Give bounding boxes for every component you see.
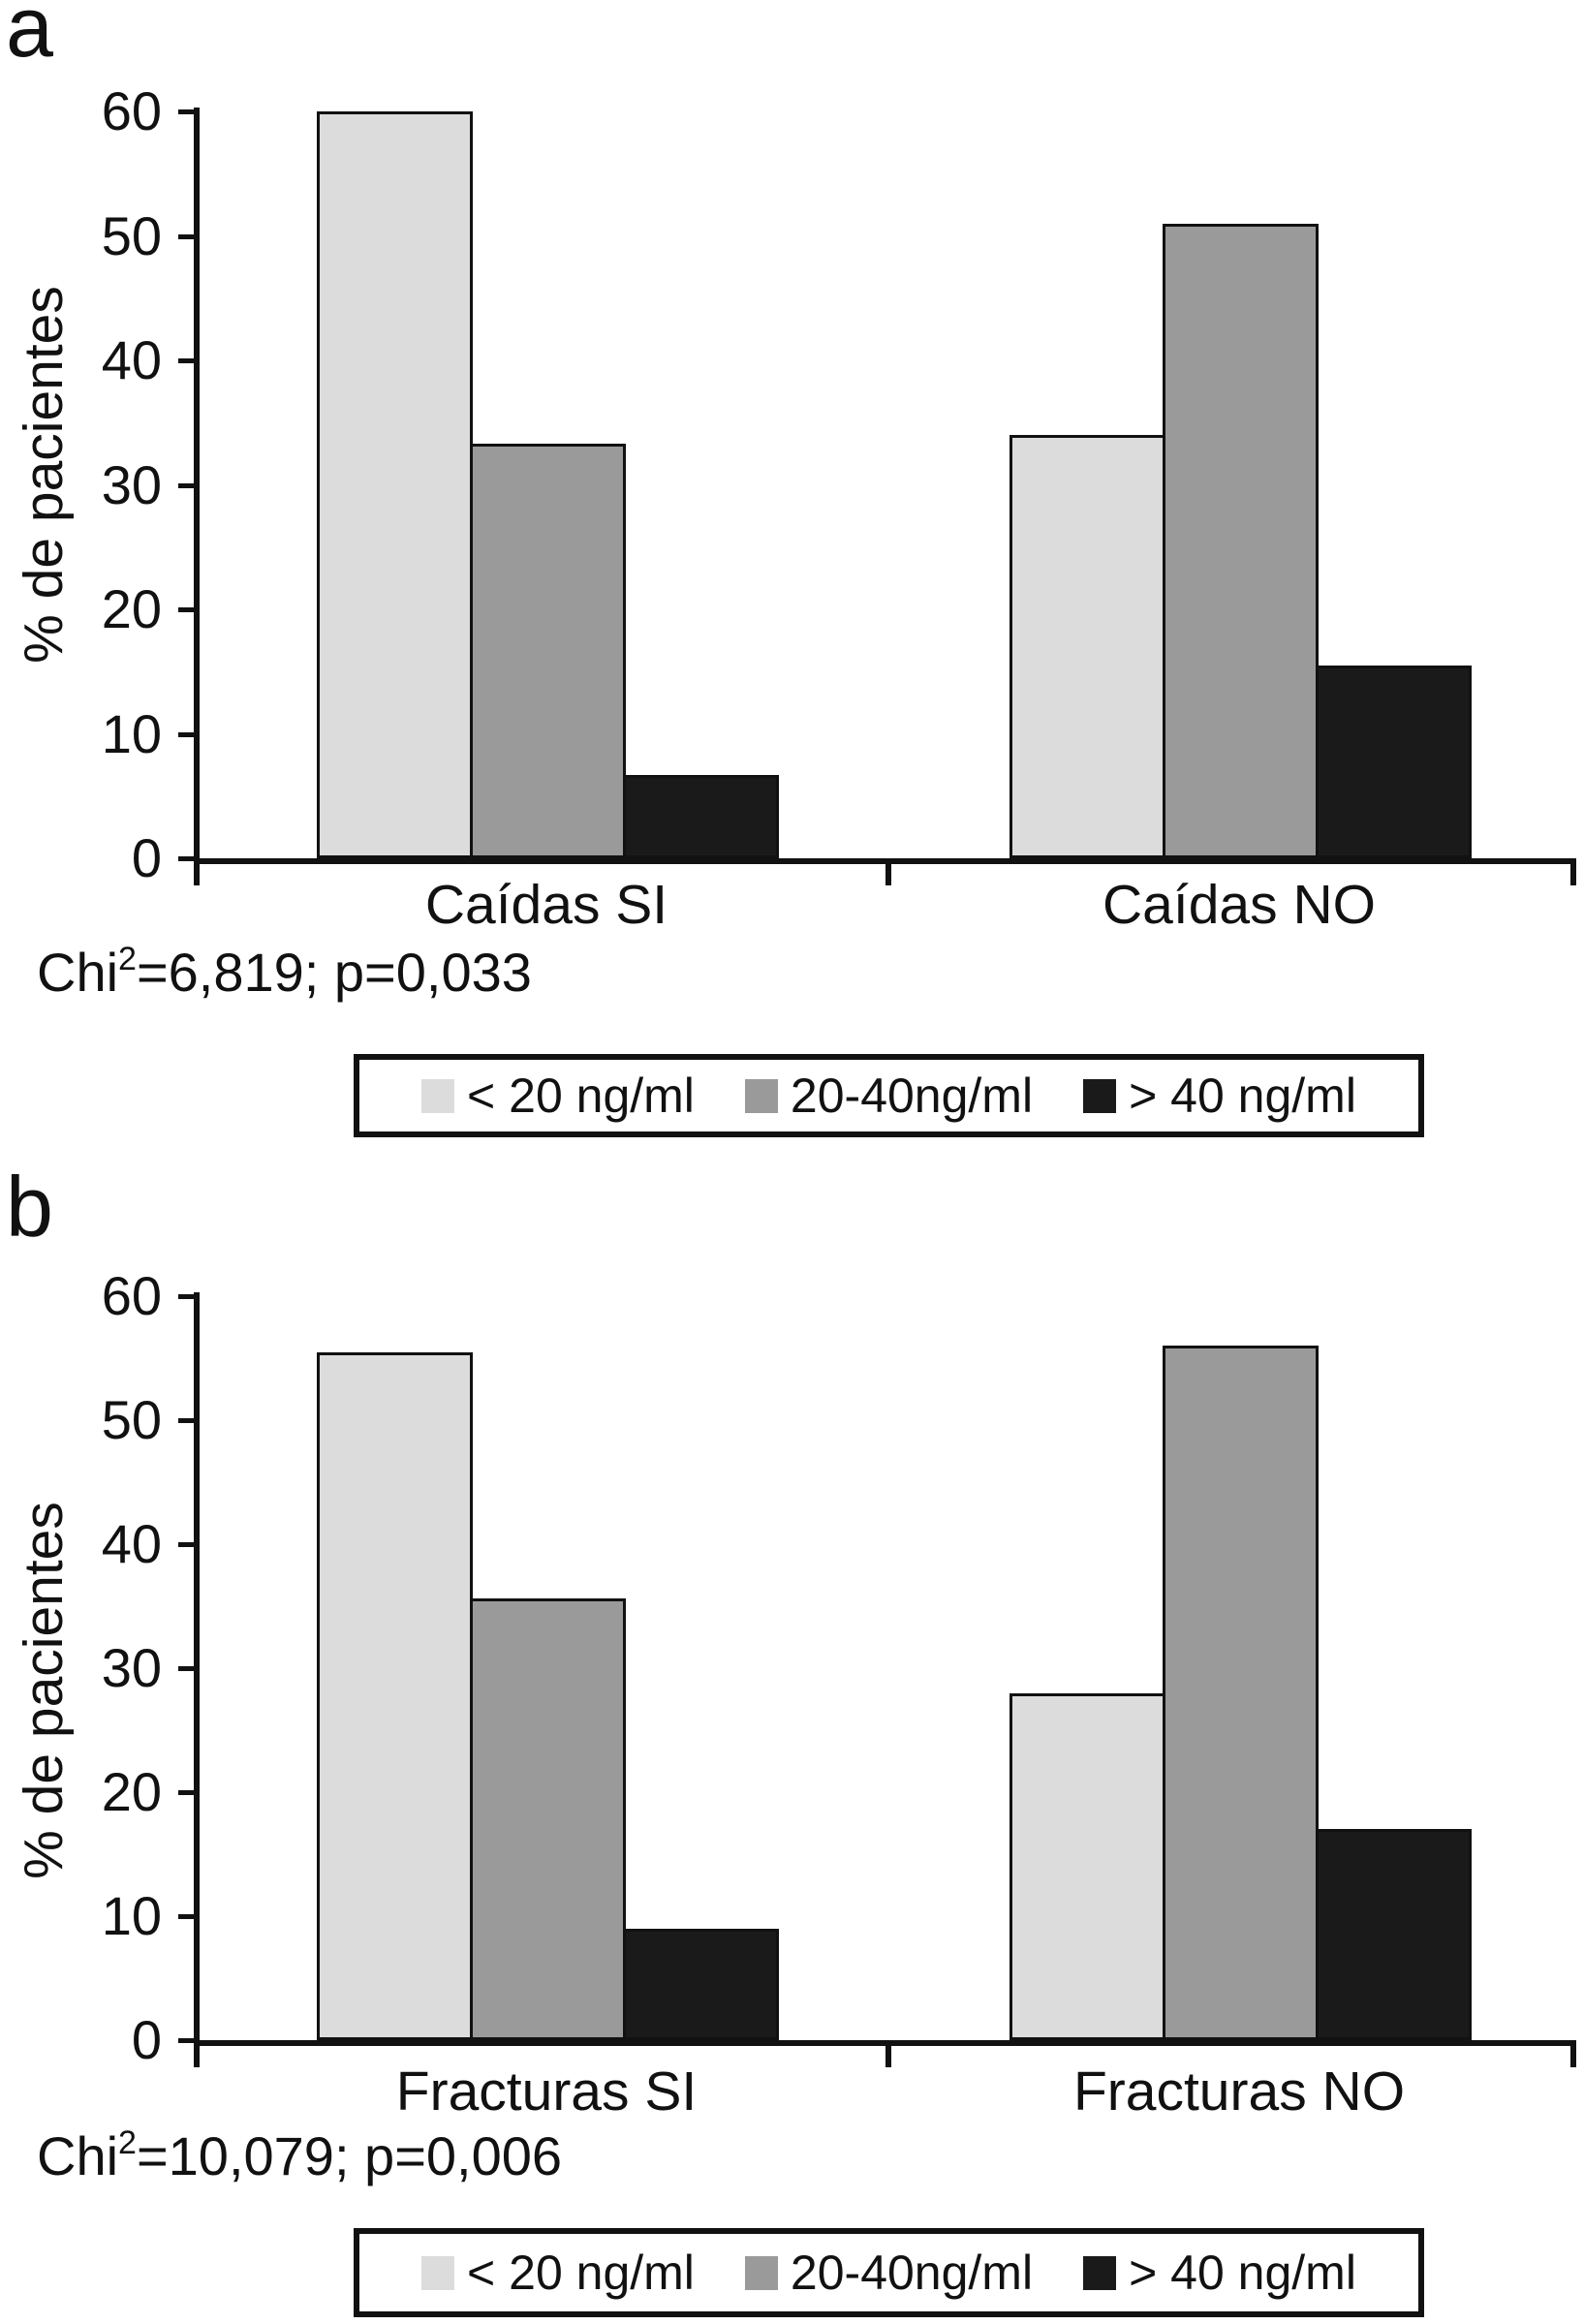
bar xyxy=(1316,1829,1472,2040)
bar xyxy=(1009,1692,1165,2040)
legend-swatch-20-40 xyxy=(744,2255,778,2290)
y-tick-label: 50 xyxy=(101,204,162,266)
legend-item: < 20 ng/ml xyxy=(421,2245,695,2301)
legend-swatch-lt20 xyxy=(421,1078,455,1113)
legend-swatch-20-40 xyxy=(744,1078,778,1113)
x-axis-tick xyxy=(885,2046,891,2067)
legend-swatch-gt40 xyxy=(1083,2255,1117,2290)
panel-b-chi-annotation: Chi2=10,079; p=0,006 xyxy=(37,2124,563,2186)
y-tick-label: 20 xyxy=(101,578,162,639)
y-tick-label: 10 xyxy=(101,1885,162,1946)
legend-swatch-gt40 xyxy=(1083,1078,1117,1113)
y-axis-tick xyxy=(178,856,195,861)
y-tick-label: 60 xyxy=(101,1265,162,1326)
y-axis-tick xyxy=(178,358,195,363)
y-axis-tick xyxy=(178,1418,195,1423)
y-axis-line xyxy=(194,1292,200,2067)
x-axis-tick xyxy=(1570,864,1576,885)
legend-item: > 40 ng/ml xyxy=(1083,1068,1356,1124)
y-tick-label: 30 xyxy=(101,1637,162,1698)
bar xyxy=(623,1928,779,2040)
bar xyxy=(1316,665,1472,858)
y-axis-line xyxy=(194,108,200,885)
x-axis-line xyxy=(194,858,1576,864)
y-axis-tick xyxy=(178,482,195,488)
y-axis-tick xyxy=(178,109,195,114)
chi-superscript: 2 xyxy=(118,941,137,977)
legend-swatch-lt20 xyxy=(421,2255,455,2290)
bar xyxy=(1163,1346,1319,2040)
y-axis-tick xyxy=(178,1294,195,1299)
y-tick-label: 20 xyxy=(101,1761,162,1822)
y-axis-tick xyxy=(178,1790,195,1795)
bar xyxy=(470,444,626,858)
y-tick-label: 0 xyxy=(131,2009,162,2070)
legend-label: < 20 ng/ml xyxy=(467,1069,695,1123)
bar xyxy=(1009,435,1165,858)
y-axis-tick xyxy=(178,607,195,612)
panel-a-chi-annotation: Chi2=6,819; p=0,033 xyxy=(37,941,532,1003)
legend-label: > 40 ng/ml xyxy=(1129,1069,1356,1123)
legend-item: 20-40ng/ml xyxy=(744,2245,1034,2301)
bar xyxy=(623,774,779,858)
y-axis-tick xyxy=(178,1914,195,1919)
y-axis-tick xyxy=(178,233,195,239)
bar xyxy=(317,1351,473,2040)
y-tick-label: 40 xyxy=(101,329,162,390)
y-tick-label: 40 xyxy=(101,1513,162,1574)
bar xyxy=(470,1598,626,2040)
y-tick-label: 10 xyxy=(101,702,162,764)
legend-item: > 40 ng/ml xyxy=(1083,2245,1356,2301)
chi-superscript: 2 xyxy=(118,2124,137,2161)
y-tick-label: 30 xyxy=(101,453,162,515)
category-label: Fracturas NO xyxy=(1072,2061,1406,2123)
legend-label: > 40 ng/ml xyxy=(1129,2246,1356,2300)
legend-label: 20-40ng/ml xyxy=(790,2246,1034,2300)
category-label: Caídas NO xyxy=(1103,874,1376,936)
x-axis-tick xyxy=(885,864,891,885)
x-axis-tick xyxy=(1570,2046,1576,2067)
legend-item: 20-40ng/ml xyxy=(744,1068,1034,1124)
panel-b-letter: b xyxy=(6,1159,53,1255)
x-axis-line xyxy=(194,2040,1576,2046)
legend-label: 20-40ng/ml xyxy=(790,1069,1034,1123)
y-axis-tick xyxy=(178,1666,195,1671)
y-axis-tick xyxy=(178,1542,195,1547)
y-tick-label: 0 xyxy=(131,827,162,888)
panel-a-letter: a xyxy=(6,0,53,75)
bar xyxy=(317,111,473,858)
bar xyxy=(1163,223,1319,858)
panel-b-legend: < 20 ng/ml 20-40ng/ml > 40 ng/ml xyxy=(354,2228,1424,2317)
y-axis-tick xyxy=(178,731,195,737)
y-tick-label: 60 xyxy=(101,80,162,141)
category-label: Fracturas SI xyxy=(395,2061,698,2123)
y-axis-tick xyxy=(178,2038,195,2043)
panel-a-legend: < 20 ng/ml 20-40ng/ml > 40 ng/ml xyxy=(354,1054,1424,1137)
y-tick-label: 50 xyxy=(101,1389,162,1450)
legend-label: < 20 ng/ml xyxy=(467,2246,695,2300)
category-label: Caídas SI xyxy=(424,874,668,936)
legend-item: < 20 ng/ml xyxy=(421,1068,695,1124)
